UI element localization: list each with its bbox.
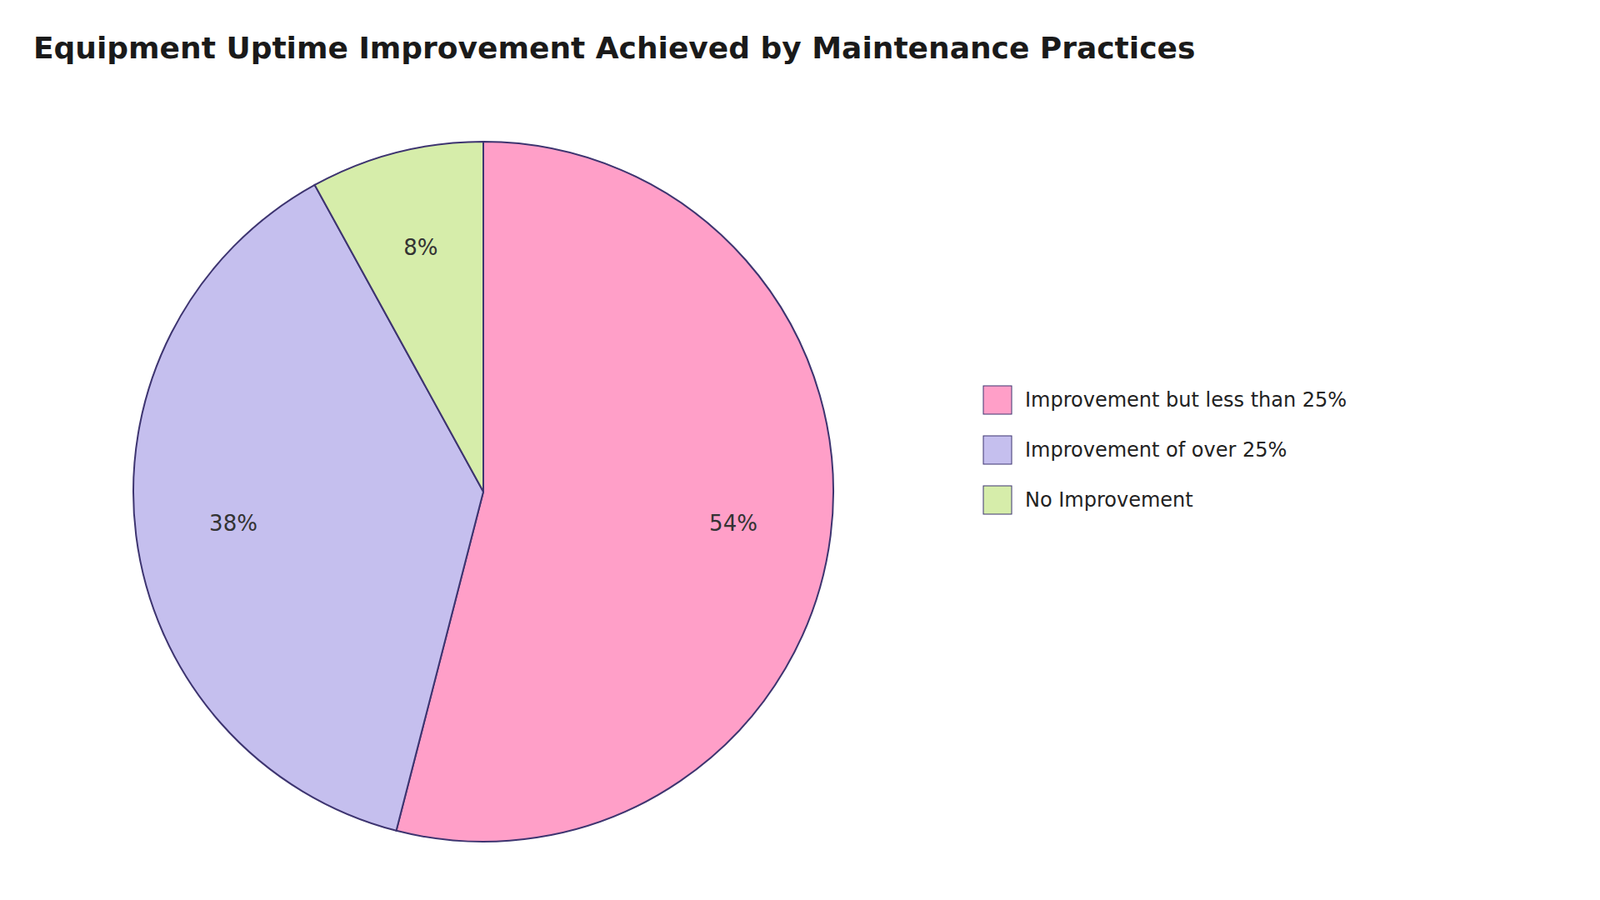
pie	[133, 141, 834, 842]
legend: Improvement but less than 25% Improvement…	[983, 385, 1347, 515]
data-label: 38%	[209, 510, 258, 536]
legend-label: Improvement of over 25%	[1025, 438, 1287, 462]
chart: Equipment Uptime Improvement Achieved by…	[0, 0, 1600, 900]
data-label: 8%	[403, 235, 438, 260]
legend-label: No Improvement	[1025, 488, 1194, 512]
legend-item: Improvement but less than 25%	[983, 385, 1347, 415]
pie-slice	[315, 141, 484, 492]
legend-label: Improvement but less than 25%	[1025, 388, 1347, 412]
legend-swatch	[983, 435, 1012, 465]
title: Equipment Uptime Improvement Achieved by…	[33, 30, 1195, 65]
data-labels: 54% 38% 8%	[209, 235, 758, 536]
legend-swatch	[983, 485, 1012, 515]
legend-item: Improvement of over 25%	[983, 435, 1287, 465]
legend-swatch	[983, 385, 1012, 415]
legend-item: No Improvement	[983, 485, 1194, 515]
data-label: 54%	[709, 510, 758, 536]
